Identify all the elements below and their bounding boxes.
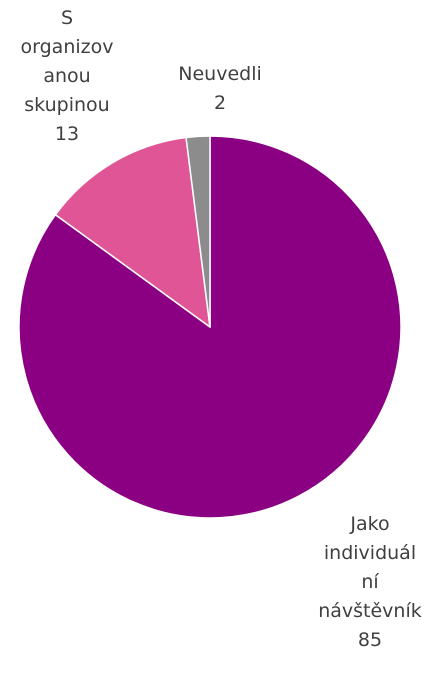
slice-label-individual-visitor: Jako individuál ní návštěvník 85 <box>306 510 434 655</box>
pie-slices <box>18 135 402 519</box>
slice-label-individual-visitor-line-3: ní <box>361 571 379 593</box>
slice-not-stated <box>185 135 211 328</box>
slice-label-not-stated: Neuvedli 2 <box>160 60 280 118</box>
slice-label-individual-visitor-line-4: návštěvník <box>318 600 422 622</box>
slice-value-individual-visitor: 85 <box>357 629 383 651</box>
slice-label-individual-visitor-line-2: individuál <box>323 542 417 564</box>
slice-organized-group <box>54 136 211 328</box>
slice-label-individual-visitor-line-1: Jako <box>350 513 390 535</box>
slice-label-organized-group-line-1: S <box>60 7 74 29</box>
slice-label-not-stated-line-1: Neuvedli <box>178 63 262 85</box>
slice-value-organized-group: 13 <box>54 123 80 145</box>
slice-label-organized-group-line-4: skupinou <box>24 94 110 116</box>
slice-label-organized-group-line-2: organizov <box>20 36 114 58</box>
slice-value-not-stated: 2 <box>213 92 227 114</box>
slice-label-organized-group-line-3: anou <box>43 65 91 87</box>
slice-label-organized-group: S organizov anou skupinou 13 <box>12 4 122 149</box>
